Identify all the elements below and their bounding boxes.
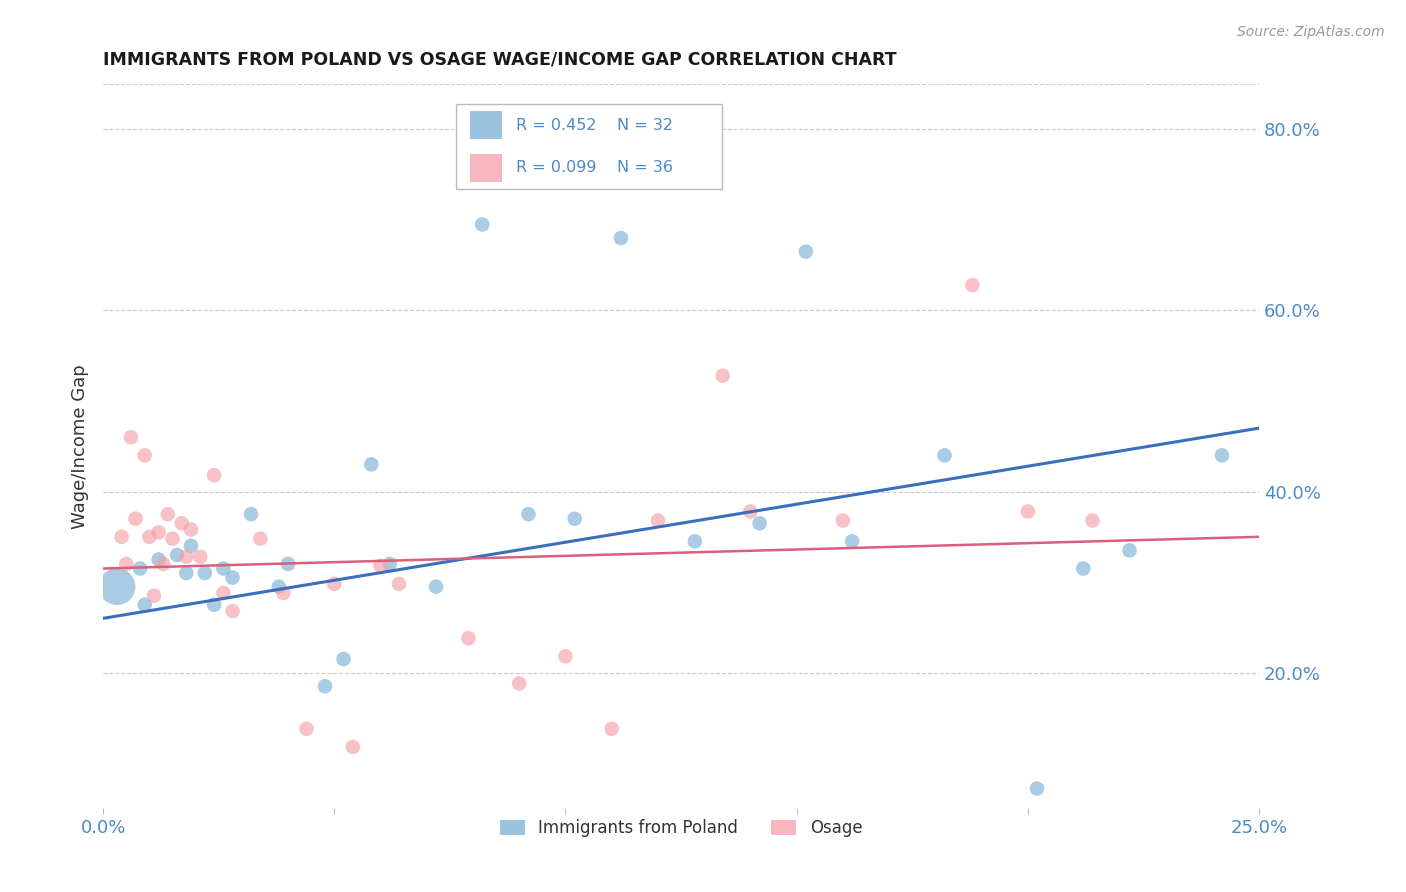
Point [794,244,817,259]
Point [425,580,447,594]
Point [120,430,142,444]
Point [188,549,211,564]
Bar [470,154,502,182]
Point [471,218,494,232]
Point [517,507,540,521]
Point [115,557,138,571]
Bar [456,103,721,189]
Point [277,557,299,571]
Point [170,516,193,531]
Point [212,586,235,600]
Point [295,722,318,736]
Point [610,231,633,245]
Text: R = 0.452    N = 32: R = 0.452 N = 32 [516,118,672,133]
Point [162,532,184,546]
Point [1026,781,1049,796]
Point [129,561,152,575]
Point [134,598,156,612]
Point [138,530,160,544]
Point [202,598,225,612]
Point [841,534,863,549]
Point [323,577,346,591]
Point [221,570,243,584]
Point [1081,514,1104,528]
Point [212,561,235,575]
Text: R = 0.099    N = 36: R = 0.099 N = 36 [516,161,672,176]
Point [457,632,479,646]
Point [180,523,202,537]
Point [124,512,146,526]
Point [314,679,336,693]
Point [221,604,243,618]
Point [267,580,290,594]
Text: Source: ZipAtlas.com: Source: ZipAtlas.com [1237,25,1385,39]
Point [148,525,170,540]
Point [152,557,174,571]
Point [134,448,156,462]
Point [249,532,271,546]
Point [748,516,770,531]
Point [148,552,170,566]
Y-axis label: Wage/Income Gap: Wage/Income Gap [72,364,89,529]
Point [1017,504,1039,518]
Point [711,368,734,383]
Point [105,580,128,594]
Point [378,557,401,571]
Point [202,468,225,483]
Point [370,558,392,573]
Point [740,504,762,518]
Point [934,448,956,462]
Point [388,577,411,591]
Point [564,512,586,526]
Point [176,549,198,564]
Point [156,507,179,521]
Point [1118,543,1140,558]
Point [111,530,134,544]
Point [962,278,984,293]
Point [143,589,166,603]
Point [508,676,530,690]
Point [683,534,706,549]
Point [332,652,354,666]
Legend: Immigrants from Poland, Osage: Immigrants from Poland, Osage [494,813,869,844]
Bar [470,112,502,139]
Point [600,722,623,736]
Point [1211,448,1233,462]
Point [360,458,382,472]
Point [194,566,217,580]
Point [342,739,364,754]
Point [180,539,202,553]
Point [240,507,263,521]
Point [647,514,669,528]
Point [176,566,198,580]
Point [1071,561,1094,575]
Text: IMMIGRANTS FROM POLAND VS OSAGE WAGE/INCOME GAP CORRELATION CHART: IMMIGRANTS FROM POLAND VS OSAGE WAGE/INC… [103,51,897,69]
Point [166,548,188,562]
Point [554,649,576,664]
Point [831,514,853,528]
Point [273,586,295,600]
